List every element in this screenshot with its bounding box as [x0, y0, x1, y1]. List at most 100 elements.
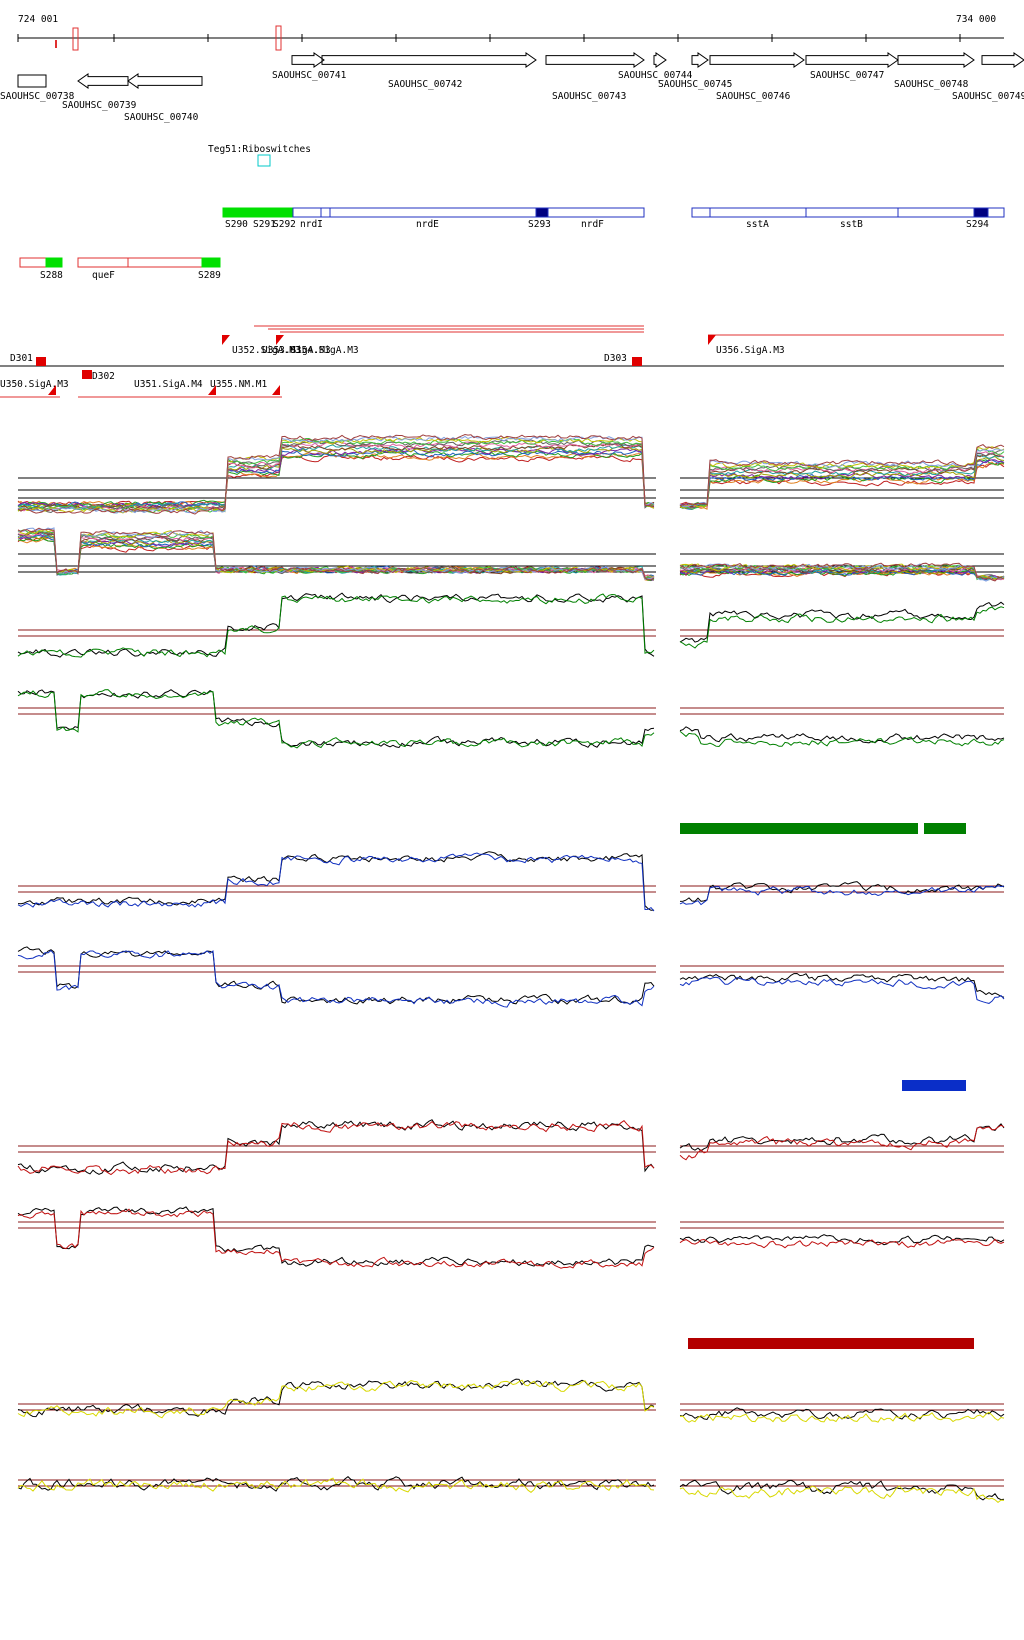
blue-condition-bar[interactable]	[902, 1080, 966, 1091]
expression-line	[17, 1379, 655, 1419]
expression-line	[679, 459, 1005, 508]
gene-saouhsc-00741[interactable]: SAOUHSC_00741	[272, 52, 347, 81]
gene-arrow[interactable]	[981, 52, 1024, 68]
expression-line	[679, 731, 1005, 748]
green-condition-bar[interactable]	[924, 823, 966, 834]
segment-box[interactable]	[709, 207, 807, 218]
promoter-label-u355-nm-m1[interactable]: U355.NM.M1	[210, 379, 267, 390]
segment-box[interactable]	[77, 257, 129, 268]
promoter-flag[interactable]	[222, 335, 230, 345]
promoter-label-u356-siga-m3[interactable]: U356.SigA.M3	[716, 345, 785, 356]
promoter-label-u351-siga-m4[interactable]: U351.SigA.M4	[134, 379, 203, 390]
gene-saouhsc-00744[interactable]: SAOUHSC_00744	[618, 52, 693, 81]
expression-line	[17, 439, 655, 514]
gene-saouhsc-00740[interactable]: SAOUHSC_00740	[124, 73, 203, 123]
coord-end-label: 734 000	[956, 14, 996, 25]
expression-line	[17, 1120, 655, 1176]
promoter-flag[interactable]	[48, 385, 56, 395]
segment-box[interactable]	[805, 207, 899, 218]
segment-box[interactable]	[535, 207, 549, 218]
green-condition-bar[interactable]	[680, 823, 918, 834]
expression-line	[17, 530, 655, 579]
segment-box[interactable]	[201, 257, 221, 268]
expression-line	[17, 527, 655, 581]
promoter-label-d302[interactable]: D302	[92, 371, 115, 382]
expression-line	[679, 1238, 1005, 1249]
expression-line	[17, 447, 655, 509]
expression-line	[17, 527, 655, 580]
gene-saouhsc-00743[interactable]: SAOUHSC_00743	[545, 52, 645, 102]
expression-line	[679, 726, 1005, 744]
segment-box[interactable]	[292, 207, 322, 218]
segment-box[interactable]	[897, 207, 975, 218]
promoter-label-u350-siga-m3[interactable]: U350.SigA.M3	[0, 379, 69, 390]
segment-label-s293: S293	[528, 219, 551, 230]
promoter-flag[interactable]	[276, 335, 284, 345]
expression-line	[679, 455, 1005, 509]
gene-saouhsc-00745[interactable]: SAOUHSC_00745	[658, 52, 732, 90]
promoter-flag[interactable]	[708, 335, 716, 345]
segment-box[interactable]	[45, 257, 63, 268]
gene-arrow[interactable]	[321, 52, 537, 68]
gene-label: SAOUHSC_00745	[658, 79, 732, 90]
segment-box[interactable]	[329, 207, 537, 218]
expression-line	[679, 976, 1005, 1004]
segment-label-s294: S294	[966, 219, 989, 230]
promoter-label-u352-siga-m3[interactable]: U352.SigA.M3	[232, 345, 301, 356]
expression-line	[679, 562, 1005, 582]
expression-line	[679, 601, 1005, 643]
gene-saouhsc-00748[interactable]: SAOUHSC_00748	[894, 52, 975, 90]
segment-box[interactable]	[222, 207, 294, 218]
expression-line	[17, 450, 655, 508]
gene-arrow[interactable]	[545, 52, 645, 68]
expression-line	[17, 529, 655, 581]
expression-line	[17, 1208, 655, 1269]
expression-line	[679, 1485, 1005, 1504]
gene-arrow[interactable]	[653, 52, 667, 68]
gene-label: SAOUHSC_00749	[952, 91, 1024, 102]
promoter-flag[interactable]	[208, 385, 216, 395]
yellow-track-plus	[17, 1378, 1005, 1423]
expression-line	[17, 435, 655, 514]
segment-box[interactable]	[973, 207, 989, 218]
gene-arrow[interactable]	[77, 73, 129, 89]
riboswitch-box[interactable]	[257, 154, 271, 167]
gene-arrow[interactable]	[691, 52, 709, 68]
gene-saouhsc-00738[interactable]: SAOUHSC_00738	[0, 74, 75, 102]
multi-condition-track-minus	[17, 527, 1005, 582]
expression-line	[17, 1119, 655, 1175]
gene-arrow[interactable]	[709, 52, 805, 68]
segment-box[interactable]	[547, 207, 645, 218]
segment-box[interactable]	[987, 207, 1005, 218]
gene-saouhsc-00747[interactable]: SAOUHSC_00747	[805, 52, 899, 81]
gene-saouhsc-00739[interactable]: SAOUHSC_00739	[62, 73, 137, 111]
segment-box[interactable]	[691, 207, 711, 218]
gene-arrow[interactable]	[127, 73, 203, 89]
terminator-box[interactable]	[82, 370, 92, 379]
segment-box[interactable]	[127, 257, 203, 268]
segment-box[interactable]	[320, 207, 331, 218]
promoter-label-d303[interactable]: D303	[604, 353, 627, 364]
terminator-box[interactable]	[632, 357, 642, 366]
gene-arrow[interactable]	[805, 52, 899, 68]
promoter-label-d301[interactable]: D301	[10, 353, 33, 364]
promoter-flag[interactable]	[272, 385, 280, 395]
expression-line	[17, 451, 655, 508]
gene-label: SAOUHSC_00741	[272, 70, 347, 81]
gene-saouhsc-00749[interactable]: SAOUHSC_00749	[952, 52, 1024, 102]
blue-track-plus	[17, 851, 1005, 912]
red-condition-bar[interactable]	[688, 1338, 974, 1349]
gene-saouhsc-00746[interactable]: SAOUHSC_00746	[709, 52, 805, 102]
terminator-box[interactable]	[36, 357, 46, 366]
gene-saouhsc-00742[interactable]: SAOUHSC_00742	[321, 52, 537, 90]
gene-label: SAOUHSC_00743	[552, 91, 626, 102]
promoter-label-u353-siga-m3[interactable]: U353.SigA.M3	[262, 345, 331, 356]
promoter-label-u354-siga-m3[interactable]: U354.SigA.M3	[290, 345, 359, 356]
expression-line	[679, 1411, 1005, 1423]
segment-box[interactable]	[19, 257, 47, 268]
condition-bars	[680, 823, 974, 1349]
expression-line	[17, 1206, 655, 1267]
gene-arrow[interactable]	[291, 52, 325, 68]
gene-arrow[interactable]	[897, 52, 975, 68]
gene-box[interactable]	[17, 74, 47, 88]
